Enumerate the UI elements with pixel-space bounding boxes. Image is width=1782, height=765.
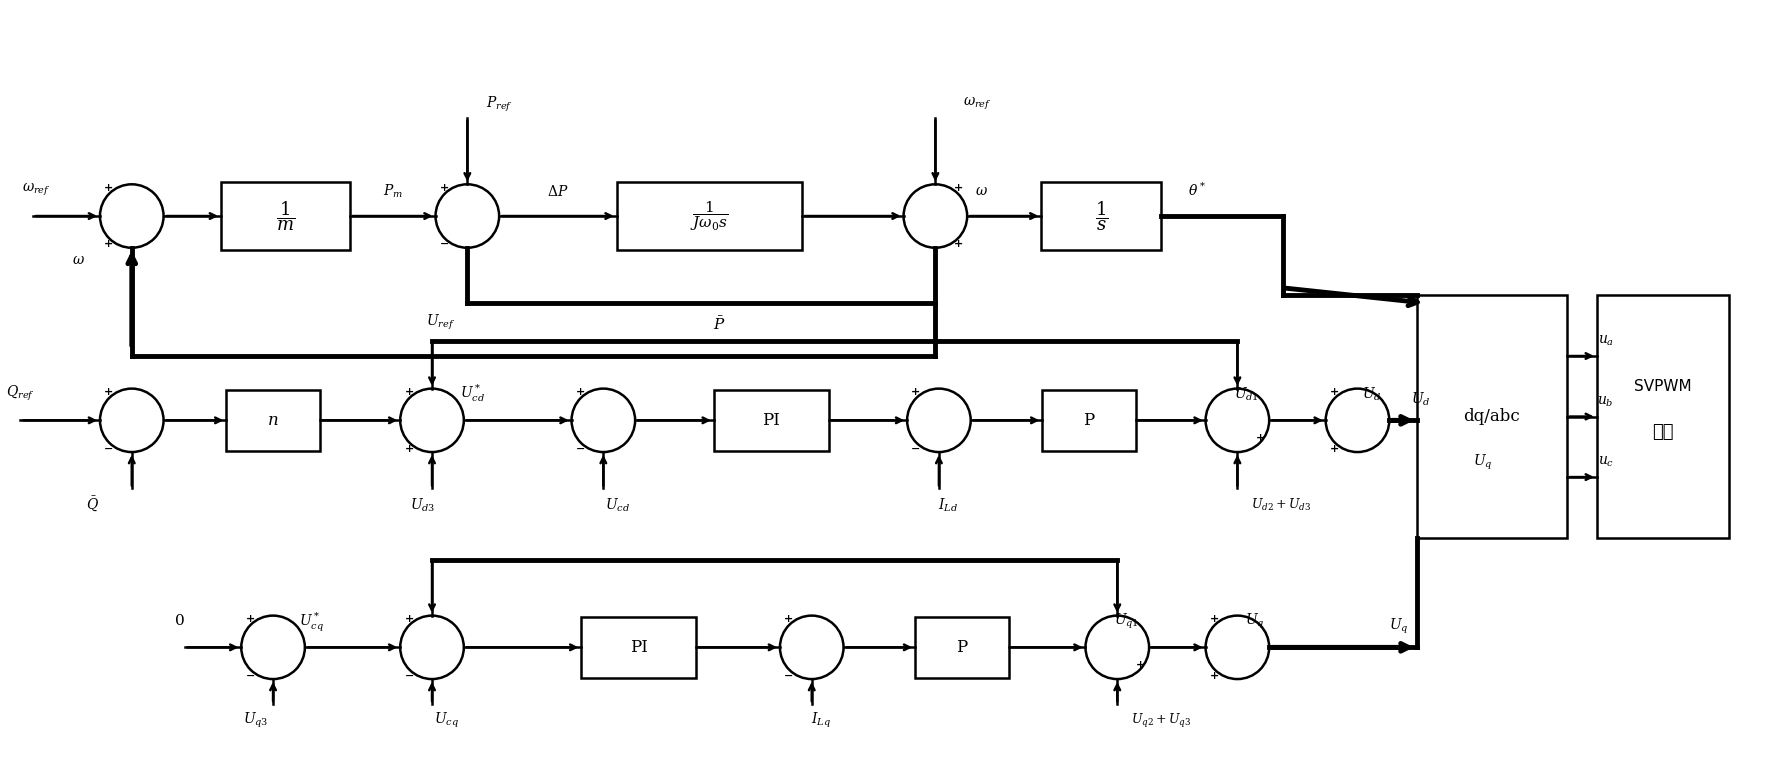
Text: $U_{q1}$: $U_{q1}$ — [1114, 612, 1139, 631]
Text: $I_{Ld}$: $I_{Ld}$ — [937, 496, 957, 514]
Text: +: + — [576, 387, 584, 397]
Text: −: − — [405, 671, 413, 681]
Text: +: + — [1329, 387, 1338, 397]
Text: $u_c$: $u_c$ — [1597, 454, 1614, 469]
Text: $U_q$: $U_q$ — [1390, 617, 1410, 636]
Text: +: + — [246, 614, 255, 624]
Text: $I_{Lq}$: $I_{Lq}$ — [811, 711, 830, 731]
Text: $U_{d2}+U_{d3}$: $U_{d2}+U_{d3}$ — [1251, 497, 1312, 513]
Text: +: + — [953, 239, 962, 249]
Bar — [1417, 295, 1566, 538]
Text: $\theta^*$: $\theta^*$ — [1189, 181, 1206, 199]
Text: +: + — [1233, 383, 1242, 394]
Text: +: + — [1112, 610, 1123, 620]
Text: $n$: $n$ — [267, 412, 278, 429]
Text: $\omega_{ref}$: $\omega_{ref}$ — [964, 96, 993, 112]
Text: $U_d$: $U_d$ — [1411, 390, 1431, 408]
Bar — [715, 390, 829, 451]
Text: $\dfrac{1}{m}$: $\dfrac{1}{m}$ — [276, 199, 296, 233]
Text: +: + — [911, 387, 921, 397]
Text: $\bar{P}$: $\bar{P}$ — [713, 315, 725, 333]
Text: $\omega$: $\omega$ — [975, 184, 987, 198]
Text: +: + — [1210, 614, 1219, 624]
Text: $u_a$: $u_a$ — [1598, 334, 1614, 348]
Text: $U_q$: $U_q$ — [1246, 612, 1265, 631]
Text: −: − — [784, 671, 793, 681]
Text: −: − — [103, 444, 114, 454]
Bar — [581, 617, 697, 678]
Text: $U^*_{cd}$: $U^*_{cd}$ — [460, 383, 485, 405]
Text: $U_{d3}$: $U_{d3}$ — [410, 496, 437, 514]
Text: $\dfrac{1}{J\omega_0 s}$: $\dfrac{1}{J\omega_0 s}$ — [690, 199, 729, 233]
Bar — [617, 182, 802, 250]
Bar — [1042, 390, 1135, 451]
Text: $U_{cq}$: $U_{cq}$ — [433, 711, 458, 731]
Text: $U_{ref}$: $U_{ref}$ — [426, 312, 456, 331]
Text: P: P — [1083, 412, 1094, 429]
Text: $U_{q3}$: $U_{q3}$ — [242, 711, 267, 731]
Text: $P_{ref}$: $P_{ref}$ — [486, 94, 513, 114]
Text: $U_{d1}$: $U_{d1}$ — [1233, 386, 1258, 403]
Text: $\omega$: $\omega$ — [73, 253, 86, 267]
Text: +: + — [440, 183, 449, 193]
Text: $U_{q2}+U_{q3}$: $U_{q2}+U_{q3}$ — [1132, 711, 1192, 730]
Bar — [1041, 182, 1162, 250]
Text: $Q_{ref}$: $Q_{ref}$ — [5, 384, 36, 403]
Text: P: P — [957, 639, 968, 656]
Text: PI: PI — [629, 639, 647, 656]
Text: $P_m$: $P_m$ — [383, 182, 403, 200]
Text: SVPWM: SVPWM — [1634, 379, 1691, 394]
Text: +: + — [1256, 433, 1265, 443]
Bar — [226, 390, 319, 451]
Text: $0$: $0$ — [175, 614, 185, 628]
Text: $\dfrac{1}{s}$: $\dfrac{1}{s}$ — [1094, 199, 1108, 233]
Text: +: + — [1135, 660, 1144, 670]
Text: +: + — [1210, 671, 1219, 681]
Bar — [1597, 295, 1729, 538]
Text: $\Delta P$: $\Delta P$ — [547, 184, 568, 199]
Text: −: − — [576, 444, 584, 454]
Text: +: + — [405, 387, 413, 397]
Text: 调制: 调制 — [1652, 423, 1673, 441]
Text: $U_q$: $U_q$ — [1474, 452, 1493, 471]
Text: $U_d$: $U_d$ — [1361, 386, 1381, 403]
Text: −: − — [440, 239, 449, 249]
Text: $\bar{Q}$: $\bar{Q}$ — [87, 494, 100, 513]
Text: −: − — [246, 671, 255, 681]
Text: $U^*_{cq}$: $U^*_{cq}$ — [299, 610, 324, 634]
Text: $u_b$: $u_b$ — [1597, 394, 1614, 409]
Text: PI: PI — [763, 412, 781, 429]
Text: +: + — [103, 387, 114, 397]
Text: +: + — [1329, 444, 1338, 454]
Text: +: + — [103, 183, 114, 193]
Text: +: + — [103, 239, 114, 249]
Text: −: − — [911, 444, 921, 454]
Text: dq/abc: dq/abc — [1463, 408, 1520, 425]
Text: $\omega_{ref}$: $\omega_{ref}$ — [21, 181, 50, 197]
Bar — [916, 617, 1009, 678]
Text: +: + — [405, 444, 413, 454]
Bar — [221, 182, 349, 250]
Text: +: + — [784, 614, 793, 624]
Text: $U_{cd}$: $U_{cd}$ — [604, 496, 631, 514]
Text: +: + — [953, 183, 962, 193]
Text: +: + — [405, 614, 413, 624]
